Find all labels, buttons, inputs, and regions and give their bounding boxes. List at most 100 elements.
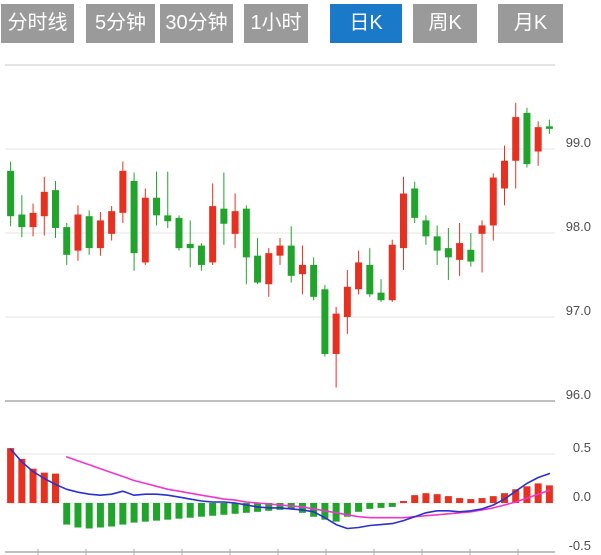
macd-bar-negative: [388, 503, 396, 507]
tab-5min[interactable]: 5分钟: [86, 4, 155, 43]
tab-weekly-k[interactable]: 周K: [413, 4, 477, 43]
candle-down: [321, 289, 329, 354]
candle-down: [220, 208, 228, 224]
macd-bar-positive: [444, 496, 452, 503]
candle-down: [377, 292, 385, 301]
macd-bar-positive: [500, 493, 508, 503]
candle-down: [523, 112, 531, 165]
candle-up: [96, 220, 104, 249]
candle-down: [467, 249, 475, 262]
candle-up: [534, 127, 542, 152]
candle-down: [164, 215, 172, 222]
tab-time-line[interactable]: 分时线: [1, 4, 74, 43]
macd-bar-negative: [276, 503, 284, 510]
macd-axis-label: -0.5: [569, 538, 591, 553]
macd-bar-negative: [242, 503, 250, 513]
candle-up: [276, 245, 284, 256]
macd-bar-negative: [63, 503, 71, 525]
candle-up: [29, 212, 37, 228]
macd-bar-negative: [366, 503, 374, 509]
candle-up: [332, 313, 340, 354]
candle-down: [254, 255, 262, 283]
candle-down: [63, 227, 71, 255]
macd-bar-positive: [18, 458, 26, 503]
macd-bar-negative: [175, 503, 183, 519]
price-axis-label: 97.0: [566, 303, 591, 318]
tab-1hour[interactable]: 1小时: [244, 4, 308, 43]
candle-up: [141, 197, 149, 263]
candle-up: [108, 211, 116, 234]
macd-bar-positive: [523, 486, 531, 503]
macd-bar-negative: [220, 503, 228, 515]
candle-down: [366, 264, 374, 295]
macd-bar-negative: [310, 503, 318, 517]
macd-bar-positive: [411, 495, 419, 503]
macd-bar-positive: [433, 494, 441, 503]
candle-down: [18, 214, 26, 228]
macd-axis-label: 0.5: [573, 440, 591, 455]
candle-down: [242, 208, 250, 258]
candle-up: [119, 170, 127, 213]
macd-bar-positive: [534, 483, 542, 503]
candle-down: [175, 217, 183, 249]
price-axis-label: 99.0: [566, 135, 591, 150]
macd-bar-negative: [343, 503, 351, 517]
macd-bar-positive: [29, 468, 37, 503]
macd-bar-negative: [85, 503, 93, 529]
macd-bar-negative: [298, 503, 306, 513]
candle-down: [433, 236, 441, 251]
candle-down: [422, 220, 430, 237]
candle-up: [500, 160, 508, 189]
macd-bar-negative: [164, 503, 172, 520]
macd-bar-negative: [197, 503, 205, 517]
candle-up: [209, 206, 217, 263]
period-tab-bar: 分时线 5分钟 30分钟 1小时 日K 周K 月K: [0, 0, 601, 48]
candle-up: [265, 253, 273, 285]
macd-bar-negative: [119, 503, 127, 525]
candle-down: [444, 248, 452, 258]
candle-down: [545, 126, 553, 129]
macd-bar-negative: [209, 503, 217, 516]
macd-bar-negative: [74, 503, 82, 528]
candle-up: [231, 211, 239, 234]
macd-axis-label: 0.0: [573, 489, 591, 504]
macd-bar-positive: [478, 498, 486, 503]
candle-down: [153, 197, 161, 216]
candle-up: [355, 262, 363, 290]
macd-bar-negative: [130, 503, 138, 523]
macd-bar-negative: [355, 503, 363, 512]
candle-down: [310, 264, 318, 297]
macd-bar-positive: [422, 493, 430, 503]
macd-bar-negative: [96, 503, 104, 528]
macd-bar-negative: [186, 503, 194, 518]
candle-up: [343, 286, 351, 317]
candle-up: [399, 193, 407, 249]
candle-up: [388, 244, 396, 301]
macd-bar-negative: [153, 503, 161, 521]
macd-bar-negative: [377, 503, 385, 508]
candle-up: [478, 225, 486, 234]
candle-up: [298, 264, 306, 275]
candle-up: [74, 214, 82, 251]
macd-bar-negative: [265, 503, 273, 511]
macd-bar-positive: [545, 485, 553, 503]
macd-bar-positive: [489, 496, 497, 503]
tab-30min[interactable]: 30分钟: [160, 4, 233, 43]
macd-bar-positive: [399, 501, 407, 503]
candle-up: [456, 243, 464, 260]
price-axis-label: 96.0: [566, 387, 591, 402]
tab-monthly-k[interactable]: 月K: [498, 4, 563, 43]
macd-bar-positive: [512, 489, 520, 503]
tab-daily-k[interactable]: 日K: [330, 4, 402, 43]
macd-bar-positive: [40, 472, 48, 503]
dif-line: [9, 448, 551, 530]
candle-down: [411, 188, 419, 218]
candle-up: [512, 117, 520, 161]
macd-bar-negative: [141, 503, 149, 522]
candle-up: [40, 191, 48, 217]
macd-bar-positive: [467, 499, 475, 503]
candle-down: [287, 245, 295, 276]
macd-bar-positive: [456, 498, 464, 503]
macd-bar-positive: [52, 473, 60, 503]
